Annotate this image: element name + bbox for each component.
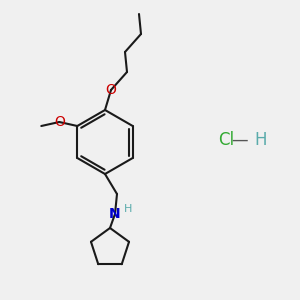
Text: N: N (109, 207, 121, 221)
Text: O: O (54, 115, 65, 129)
Text: O: O (106, 83, 116, 97)
Text: H: H (254, 131, 266, 149)
Text: H: H (124, 204, 132, 214)
Text: —: — (232, 131, 248, 149)
Text: Cl: Cl (218, 131, 234, 149)
